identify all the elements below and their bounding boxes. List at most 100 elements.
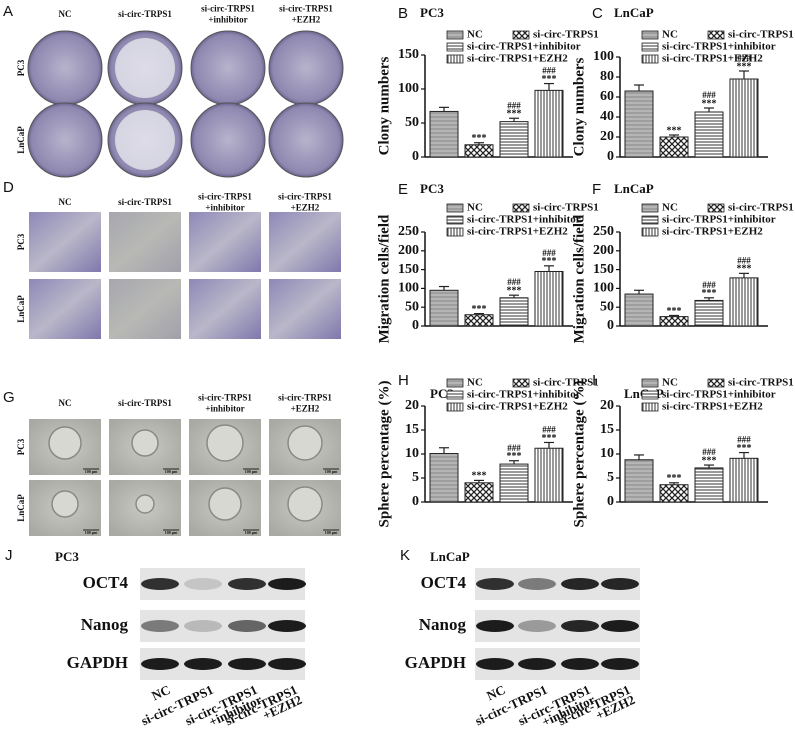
blot-band — [184, 658, 222, 670]
significance-stars: *** — [702, 288, 717, 299]
lane-label: NC — [149, 682, 172, 704]
text-line: NC — [149, 682, 172, 704]
blot-band — [518, 658, 556, 670]
significance-stars: *** — [542, 74, 557, 85]
sphere — [51, 490, 79, 518]
bar — [694, 467, 724, 503]
bar — [624, 293, 654, 327]
legend-label: si-circ-TRPS1+inhibitor — [467, 41, 581, 53]
bar — [429, 110, 459, 158]
bar — [499, 297, 529, 327]
blot-band — [561, 658, 599, 670]
column-header: si-circ-TRPS1 +inhibitor — [201, 4, 255, 25]
column-header: si-circ-TRPS1 +inhibitor — [198, 192, 252, 213]
y-tick-label: 50 — [405, 299, 419, 314]
legend-label: si-circ-TRPS1+inhibitor — [467, 389, 581, 401]
legend-swatch — [641, 54, 659, 64]
significance-hashes: ### — [737, 53, 751, 63]
y-tick-label: 0 — [607, 318, 614, 333]
bar — [694, 299, 724, 327]
panel-letter: D — [3, 179, 14, 196]
legend-label: si-circ-TRPS1 — [728, 377, 794, 389]
legend-swatch — [641, 215, 659, 225]
lane-label: NC — [484, 682, 507, 704]
significance-stars: *** — [507, 285, 522, 296]
blot-band — [184, 578, 222, 590]
blot-band — [476, 658, 514, 670]
colony-plate — [190, 102, 266, 178]
y-tick-label: 0 — [607, 149, 614, 164]
significance-stars: *** — [737, 443, 752, 454]
significance-hashes: ### — [542, 248, 556, 258]
y-tick-label: 100 — [593, 281, 614, 296]
y-tick-label: 0 — [412, 318, 419, 333]
y-tick-label: 0 — [412, 494, 419, 509]
text-line: NC — [484, 682, 507, 704]
legend-swatch — [707, 30, 725, 40]
significance-hashes: ### — [507, 443, 521, 453]
legend-label: si-circ-TRPS1+inhibitor — [662, 214, 776, 226]
row-label: PC3 — [16, 438, 26, 455]
bar — [499, 121, 529, 158]
legend-swatch — [446, 203, 464, 213]
chart-title: PC3 — [420, 181, 444, 196]
legend-label: si-circ-TRPS1+inhibitor — [467, 214, 581, 226]
plate-center — [115, 38, 175, 98]
y-tick-label: 20 — [600, 129, 614, 144]
colony-plate — [190, 30, 266, 106]
bar — [659, 484, 689, 503]
bar — [729, 78, 759, 158]
text-line: +inhibitor — [205, 404, 244, 414]
blot-band — [228, 578, 266, 590]
y-tick-label: 40 — [600, 109, 614, 124]
blot-band — [228, 658, 266, 670]
column-header: si-circ-TRPS1 +EZH2 — [278, 192, 332, 213]
legend-label: si-circ-TRPS1 — [728, 29, 794, 41]
text-line: NC — [59, 9, 72, 19]
blot-band — [601, 658, 639, 670]
sphere — [206, 424, 244, 462]
significance-stars: *** — [542, 256, 557, 267]
row-label: LnCaP — [16, 126, 26, 154]
sphere — [48, 426, 82, 460]
row-label: LnCaP — [16, 295, 26, 323]
panel-letter: B — [398, 5, 408, 22]
bar — [659, 316, 689, 327]
row-label: PC3 — [16, 59, 26, 76]
legend-swatch — [446, 30, 464, 40]
legend-label: si-circ-TRPS1+EZH2 — [467, 226, 568, 238]
legend-swatch — [641, 402, 659, 412]
significance-hashes: ### — [507, 100, 521, 110]
column-header: NC — [59, 9, 72, 19]
y-tick-label: 20 — [405, 398, 419, 413]
legend-swatch — [446, 378, 464, 388]
significance-stars: *** — [507, 109, 522, 120]
legend-swatch — [707, 203, 725, 213]
text-line: +inhibitor — [205, 203, 244, 213]
significance-hashes: ### — [542, 425, 556, 435]
transwell-image — [29, 212, 101, 272]
y-tick-label: 150 — [398, 262, 419, 277]
blot-band — [141, 658, 179, 670]
sphere — [287, 486, 323, 522]
y-tick-label: 150 — [593, 262, 614, 277]
blot-band — [268, 620, 306, 632]
transwell-image — [269, 279, 341, 339]
legend-label: NC — [662, 29, 678, 41]
panel-letter: F — [592, 181, 601, 198]
y-tick-label: 100 — [398, 81, 419, 96]
legend-label: NC — [662, 377, 678, 389]
legend-label: si-circ-TRPS1+inhibitor — [662, 41, 776, 53]
transwell-image — [189, 212, 261, 272]
bar — [464, 144, 494, 158]
panel-letter: J — [5, 547, 13, 564]
legend-swatch — [446, 227, 464, 237]
legend-swatch — [512, 203, 530, 213]
significance-stars: *** — [667, 125, 682, 136]
legend-swatch — [641, 227, 659, 237]
text-line: si-circ-TRPS1 — [278, 393, 332, 403]
transwell-image — [29, 279, 101, 339]
panel-letter: A — [3, 3, 13, 20]
legend-label: si-circ-TRPS1 — [533, 29, 599, 41]
legend-swatch — [512, 378, 530, 388]
